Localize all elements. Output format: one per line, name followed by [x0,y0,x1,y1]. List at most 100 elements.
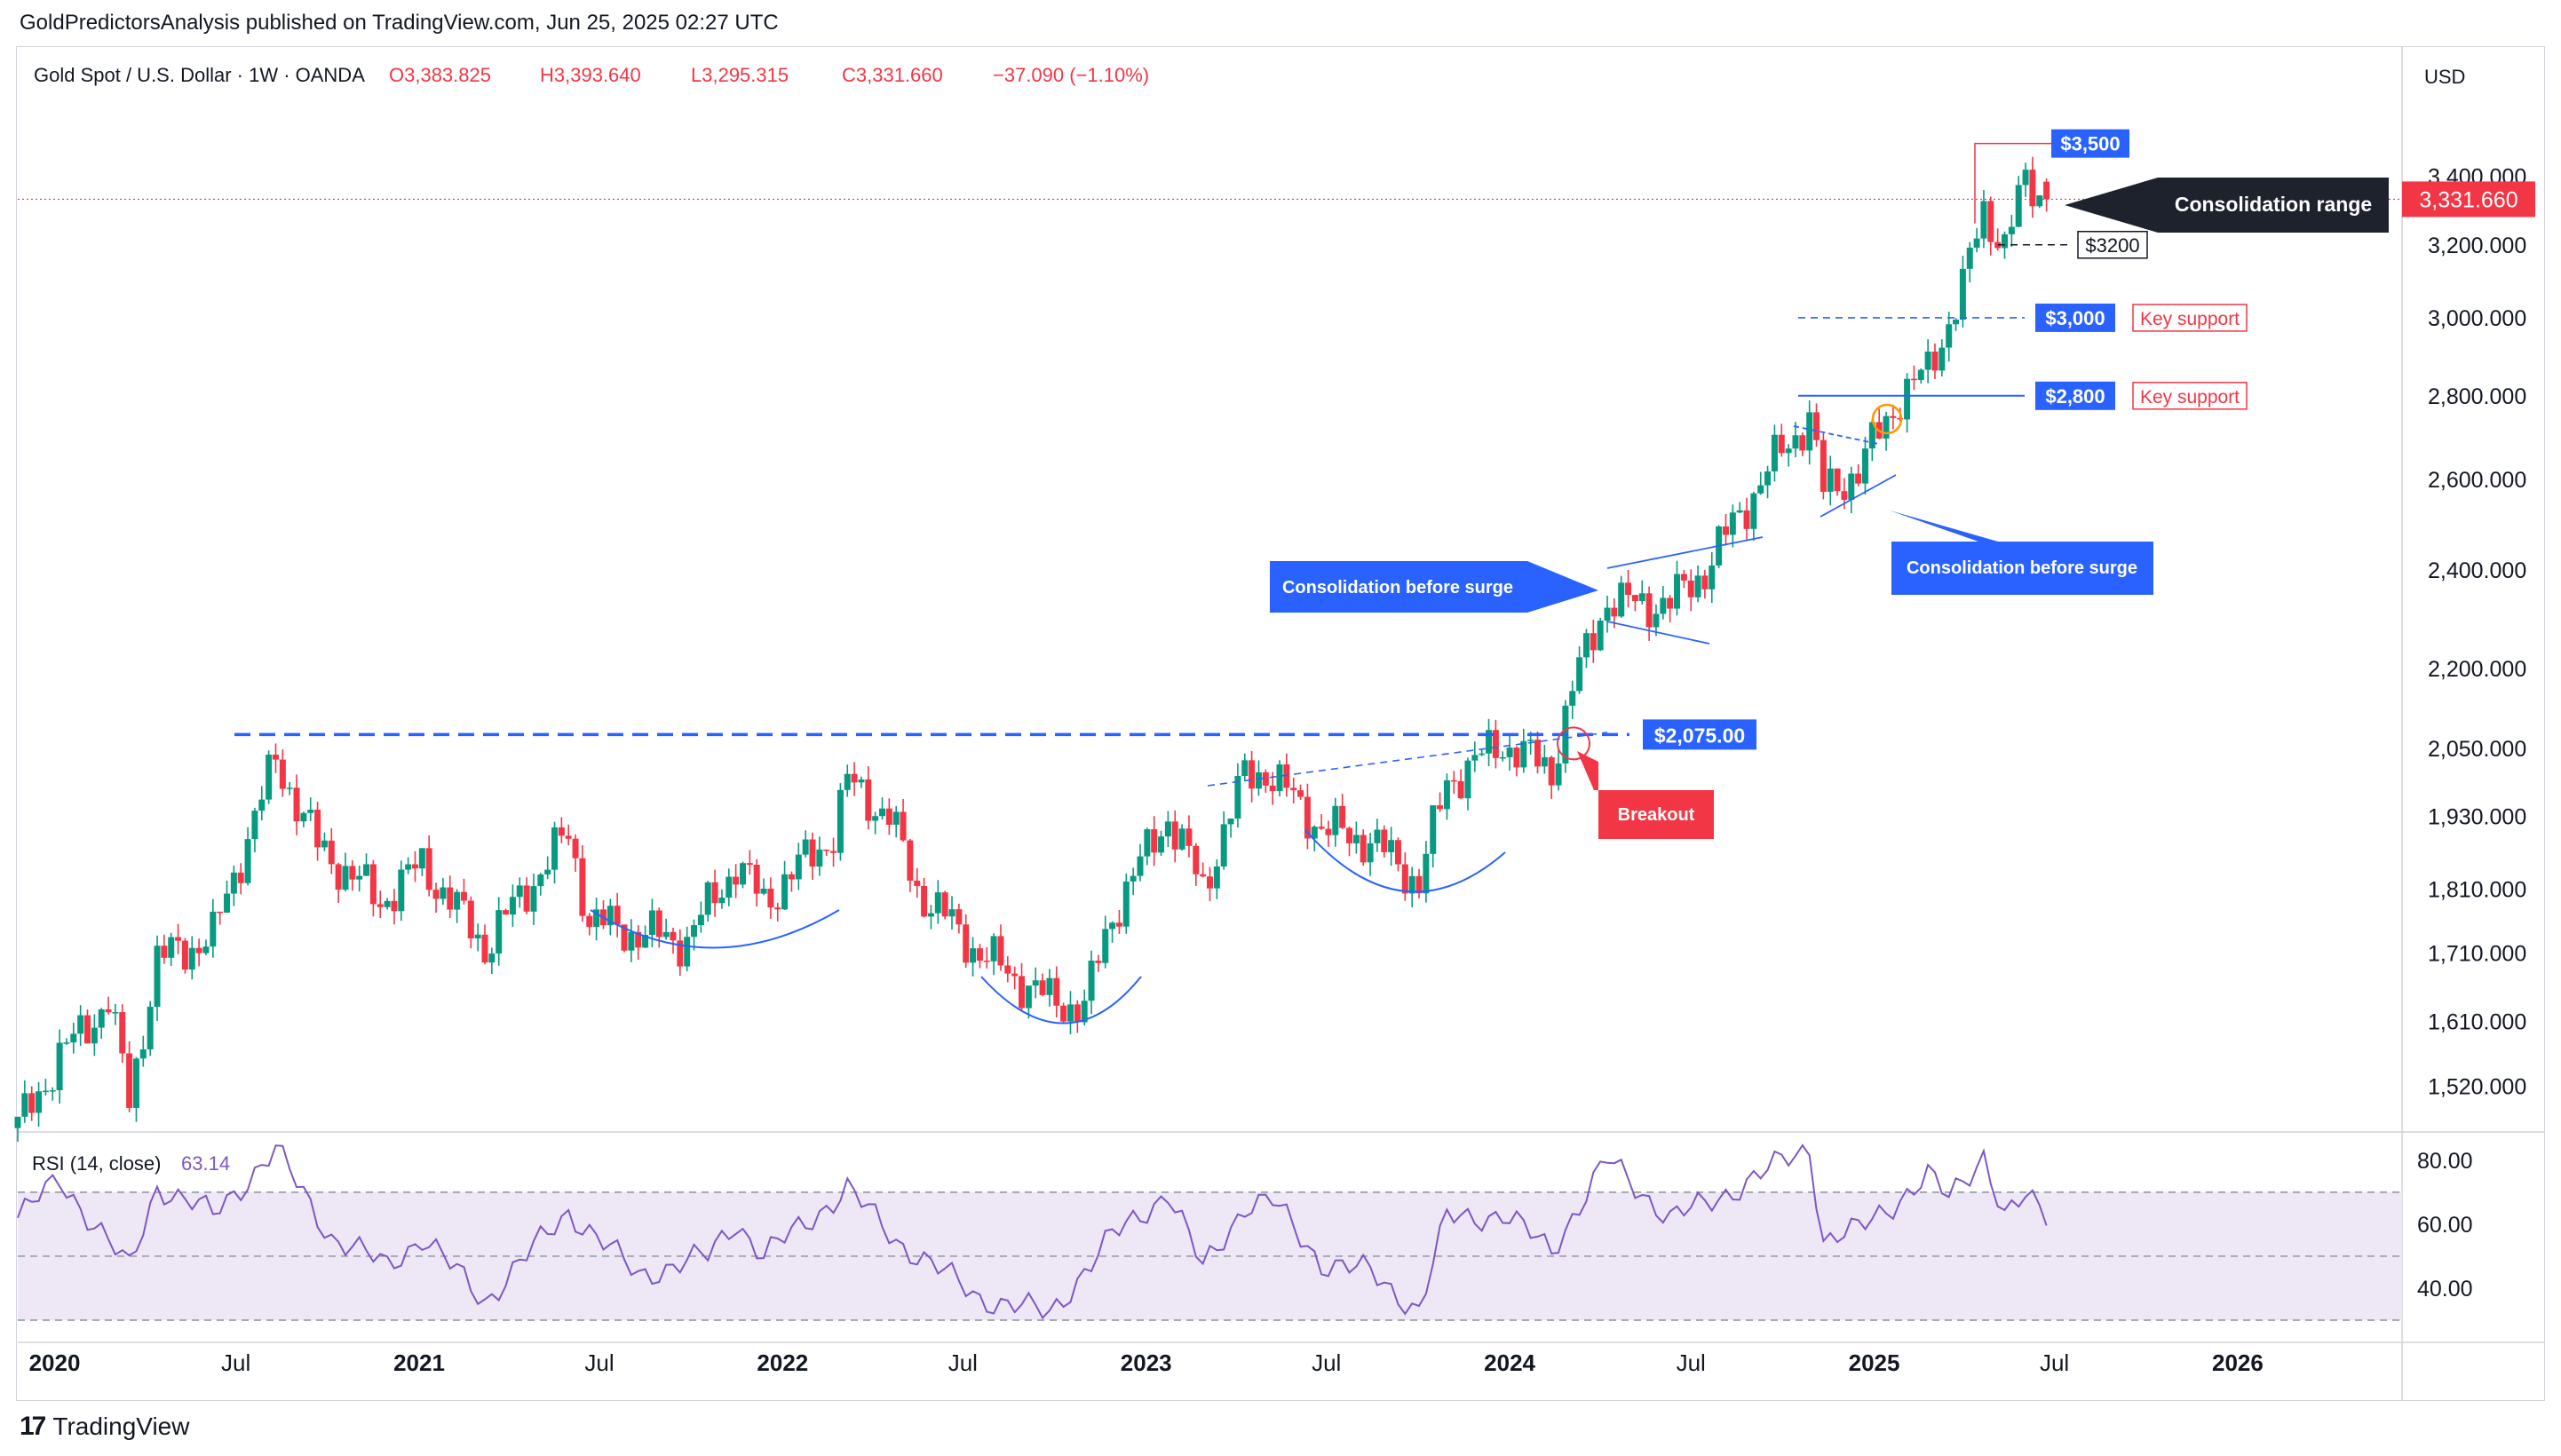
candle-body [642,935,649,948]
candle-body [1597,621,1604,651]
candle-body [1081,1001,1088,1023]
candle-body [377,904,384,907]
candle-body [1917,369,1924,381]
candle-body [516,885,523,898]
price-tick-label: 1,810.000 [2428,877,2526,902]
candle-body [1548,756,1555,786]
candle-body [655,910,662,938]
candle-body [1276,764,1283,792]
key-support-label-2800: Key support [2140,387,2240,408]
triangle-bottom-line [1820,474,1897,518]
candle-body [1262,772,1269,786]
candle-body [1513,748,1520,768]
candle-body [691,925,698,938]
candle-body [795,854,802,880]
candle-body [1137,856,1144,876]
candle-body [662,931,670,938]
candle-body [1423,853,1430,894]
candle-body [1360,835,1367,863]
candle-body [1848,473,1855,500]
legend-change: −37.090 (−1.10%) [993,64,1149,86]
candle-body [272,754,279,760]
candle-body [1122,881,1130,927]
candle-body [154,946,161,1007]
candle-body [175,937,182,941]
level-label-3000: $3,000 [2045,307,2105,329]
footer-brand[interactable]: 17 TradingView [20,1412,189,1442]
candle-body [14,1116,21,1128]
candle-body [1401,864,1408,894]
candle-body [1883,415,1890,439]
candle-body [907,840,914,881]
candle-body [781,874,789,910]
candle-body [1408,875,1415,894]
candle-body [1931,352,1939,371]
candle-body [1959,268,1966,320]
candle-body [900,811,907,841]
candle-body [84,1015,91,1044]
time-tick-label: 2024 [1484,1349,1535,1376]
candle-body [496,910,503,954]
candle-body [677,940,684,967]
candle-body [670,931,677,941]
candle-body [1019,976,1026,1009]
candle-body [1158,836,1165,853]
consolidation-label-right: Consolidation before surge [1907,558,2137,578]
candle-body [753,865,760,894]
publisher-line: GoldPredictorsAnalysis published on Trad… [20,11,779,35]
key-support-label-3000: Key support [2140,309,2240,329]
consolidation-range-callout [2065,178,2389,233]
candle-body [579,858,586,916]
candle-body [1868,422,1875,449]
candle-body [767,888,774,908]
candle-body [454,891,461,910]
triangle-top-line [1793,425,1879,445]
candle-body [460,891,467,901]
candle-body [2015,185,2022,227]
candle-body [2029,170,2036,207]
candle-body [1924,352,1931,370]
level-label-3200: $3200 [2085,234,2139,257]
candle-body [718,898,725,904]
candle-body [139,1048,147,1059]
candle-body [816,849,823,867]
candle-body [1486,730,1493,754]
rsi-line [17,1143,2048,1320]
candle-body [523,885,530,912]
candle-body [1227,818,1234,825]
legend-close: C3,331.660 [842,64,943,86]
candle-body [1674,574,1681,609]
time-tick-label: 2021 [393,1349,445,1376]
candle-body [1193,845,1200,874]
candle-body [1060,1005,1067,1022]
time-tick-label: 2025 [1849,1349,1900,1376]
candle-body [1506,748,1513,757]
candle-body [147,1006,154,1049]
candle-body [230,872,237,894]
price-tick-label: 2,200.000 [2428,657,2526,682]
candle-body [307,809,314,813]
candle-body [91,1027,98,1044]
candle-body [1492,730,1499,758]
candle-body [1611,607,1618,617]
candle-body [1109,922,1116,930]
price-tick-label: 1,520.000 [2428,1075,2526,1100]
candle-body [1220,824,1227,866]
candle-body [551,827,559,870]
candle-body [1694,575,1701,597]
candle-body [1430,805,1437,854]
candle-body [1750,493,1757,529]
time-tick-label: Jul [948,1349,978,1376]
candle-body [1144,829,1151,857]
candle-body [1151,829,1158,853]
consolidation-range-label: Consolidation range [2175,193,2372,216]
candle-body [607,906,614,926]
candle-body [530,886,537,912]
candle-body [1479,753,1486,756]
candle-body [997,936,1004,966]
consolidation-callout-right [1890,510,2153,595]
candle-body [836,789,844,853]
candle-body [210,911,217,947]
candle-body [830,851,837,853]
